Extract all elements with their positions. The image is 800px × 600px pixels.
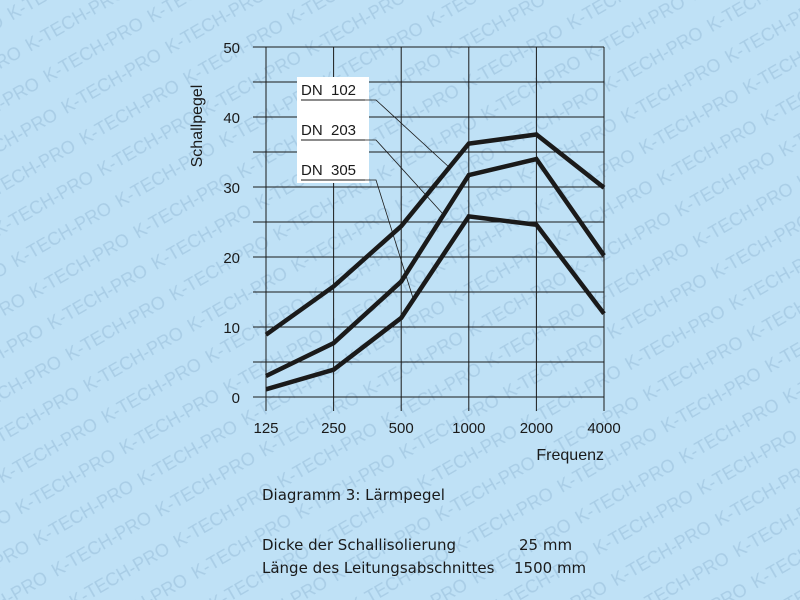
- y-tick-label: 10: [223, 320, 240, 337]
- y-tick-label: 40: [223, 110, 240, 127]
- series-line: [264, 132, 606, 337]
- legend-label: DN 102: [301, 82, 356, 99]
- legend-label: DN 305: [301, 162, 356, 179]
- y-tick-label: 0: [232, 390, 240, 407]
- series-line: [265, 213, 606, 392]
- chart-caption: Diagramm 3: Lärmpegel: [262, 486, 445, 504]
- x-tick-label: 250: [321, 420, 346, 437]
- x-tick-label: 500: [389, 420, 414, 437]
- thickness-label: Dicke der Schallisolierung: [262, 536, 457, 554]
- y-tick-label: 20: [223, 250, 240, 267]
- legend: DN 102 DN 203 DN 305: [297, 77, 451, 299]
- y-tick-label: 30: [223, 180, 240, 197]
- y-tick-label: 50: [223, 40, 240, 57]
- legend-leader-line: [365, 179, 414, 299]
- x-tick-label: 4000: [587, 420, 620, 437]
- legend-leader-line: [365, 139, 444, 215]
- x-tick-label: 125: [253, 420, 278, 437]
- x-axis-label: Frequenz: [536, 447, 604, 464]
- series-line: [265, 156, 606, 379]
- x-tick-label: 2000: [520, 420, 553, 437]
- length-value: 1500 mm: [514, 559, 587, 577]
- y-axis-label: Schallpegel: [189, 85, 206, 168]
- legend-leader-line: [365, 99, 451, 169]
- legend-box: [297, 77, 369, 183]
- thickness-value: 25 mm: [519, 536, 573, 554]
- axis-ticks: 0 10 20 30 40 50 125 250 500 1000 2000 4000: [223, 40, 620, 437]
- legend-label: DN 203: [301, 122, 356, 139]
- x-tick-label: 1000: [452, 420, 485, 437]
- series-lines: [264, 132, 606, 392]
- length-label: Länge des Leitungsabschnittes: [262, 559, 495, 577]
